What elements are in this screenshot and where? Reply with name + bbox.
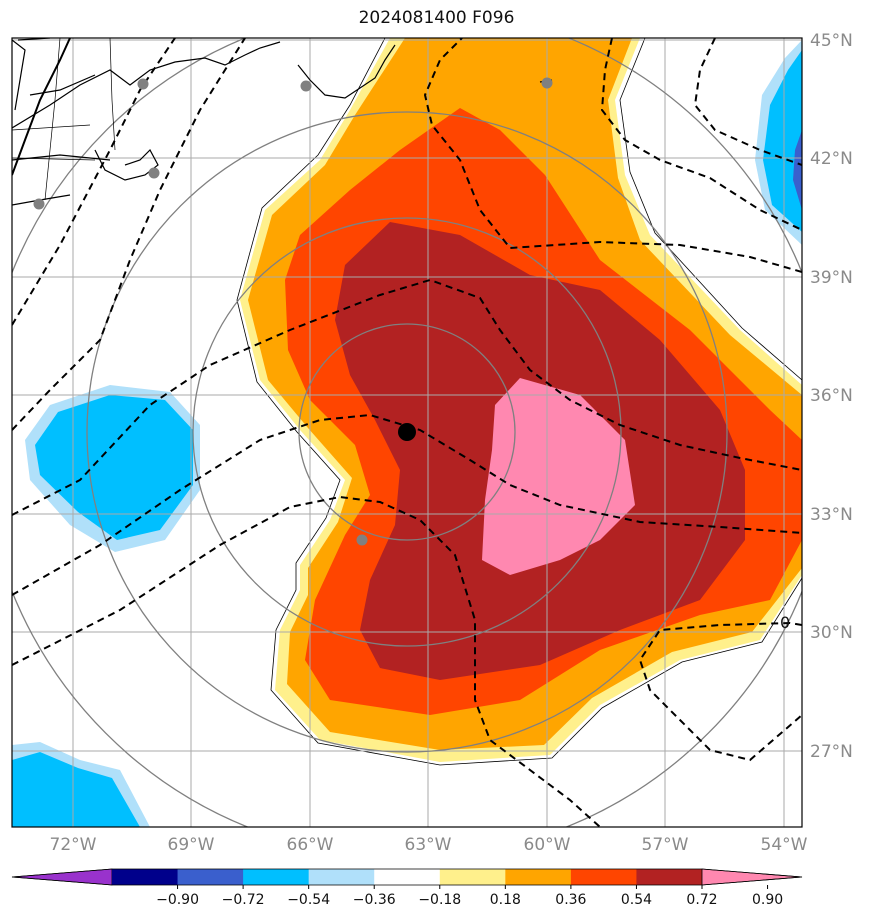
- lon-label-66: 66°W: [287, 835, 334, 855]
- station-markers: [33, 77, 553, 546]
- map-border: [11, 37, 803, 828]
- colorbar-outline: [11, 868, 803, 886]
- colorbar-segment: [374, 869, 441, 885]
- lon-label-54: 54°W: [761, 835, 808, 855]
- anomaly-pink: [482, 378, 635, 575]
- lon-label-63: 63°W: [405, 835, 452, 855]
- colorbar-segment: [308, 869, 375, 885]
- lat-label-39: 39°N: [810, 268, 853, 288]
- colorbar-segment: [243, 869, 310, 885]
- graticule: [12, 38, 802, 827]
- dashed-contours: [12, 38, 802, 827]
- colorbar-segment: [505, 869, 572, 885]
- lat-label-45: 45°N: [810, 31, 853, 51]
- map-area: [12, 38, 802, 827]
- anomaly-outline: [236, 38, 802, 766]
- political-borders: [12, 38, 116, 201]
- colorbar-tick-label: 0.18: [490, 892, 521, 908]
- lon-label-72: 72°W: [50, 835, 97, 855]
- colorbar-tick-label: −0.18: [418, 892, 461, 908]
- lat-label-27: 27°N: [810, 742, 853, 762]
- map-title: 2024081400 F096: [358, 8, 515, 28]
- colorbar-tick-label: −0.54: [287, 892, 330, 908]
- colorbar-tick-label: −0.36: [353, 892, 396, 908]
- lat-label-33: 33°N: [810, 505, 853, 525]
- lat-label-42: 42°N: [810, 149, 853, 169]
- contour-label: 0: [780, 613, 790, 632]
- bold-coast: [12, 38, 71, 176]
- station-marker: [300, 80, 312, 92]
- colorbar-extend-high: [701, 868, 803, 886]
- colorbar-tick-label: 0.54: [621, 892, 652, 908]
- range-rings: [12, 38, 802, 827]
- station-marker: [148, 167, 160, 179]
- latitude-labels: 45°N 42°N 39°N 36°N 33°N 30°N 27°N: [810, 31, 853, 762]
- colorbar-tick-label: −0.72: [222, 892, 265, 908]
- colorbar-tick-label: −0.90: [156, 892, 199, 908]
- storm-center: [398, 423, 416, 441]
- neg-ne: [763, 50, 802, 232]
- lat-label-36: 36°N: [810, 386, 853, 406]
- neg-west: [35, 395, 193, 540]
- colorbar-segment: [177, 869, 244, 885]
- colorbar-tick-label: 0.90: [752, 892, 783, 908]
- neg-ne-deep: [793, 130, 802, 210]
- lat-label-30: 30°N: [810, 623, 853, 643]
- colorbar-segment: [112, 869, 179, 885]
- station-marker: [137, 78, 149, 90]
- station-marker: [541, 77, 553, 89]
- lon-label-69: 69°W: [168, 835, 215, 855]
- colorbar-segment: [570, 869, 637, 885]
- colorbar-segment: [636, 869, 703, 885]
- neg-sw: [12, 752, 140, 827]
- colorbar-segment: [439, 869, 506, 885]
- longitude-labels: 72°W 69°W 66°W 63°W 60°W 57°W 54°W: [50, 835, 808, 855]
- lon-label-57: 57°W: [642, 835, 689, 855]
- colorbar-tick-label: 0.72: [686, 892, 717, 908]
- colorbar-tick-label: 0.36: [555, 892, 586, 908]
- station-marker: [356, 534, 368, 546]
- colorbar-extend-low: [11, 868, 113, 886]
- anomaly-outline-east: [619, 38, 802, 381]
- lon-label-60: 60°W: [524, 835, 571, 855]
- station-marker: [33, 198, 45, 210]
- colorbar: −0.90 −0.72 −0.54 −0.36 −0.18 0.18 0.36 0.54 0.7…: [11, 868, 803, 908]
